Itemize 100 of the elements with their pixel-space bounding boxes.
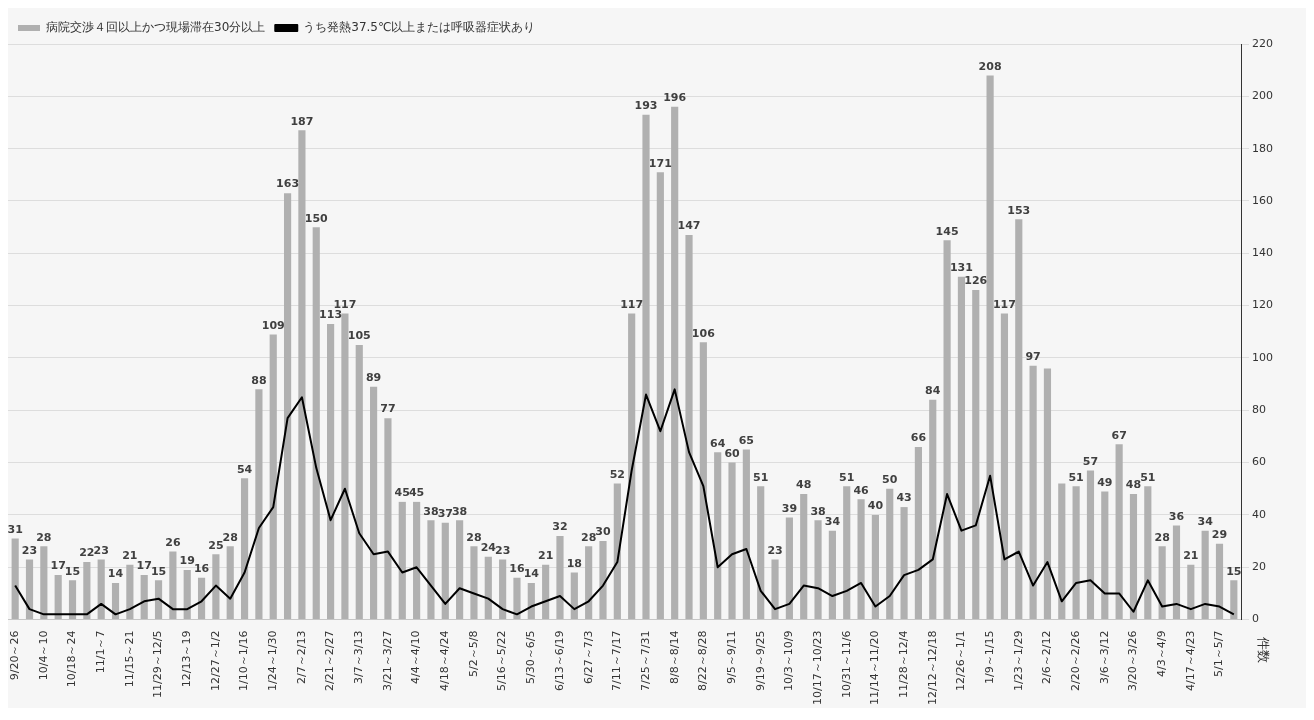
x-tick-label: 1/24～1/30 — [266, 630, 280, 692]
bar — [1029, 365, 1037, 620]
bar — [54, 575, 62, 620]
x-tick-label: 12/12～12/18 — [925, 630, 939, 706]
bar — [40, 546, 48, 620]
bar — [570, 572, 578, 620]
bar — [298, 130, 306, 620]
data-label: 19 — [179, 554, 195, 568]
data-label: 150 — [304, 211, 329, 225]
bar — [226, 546, 234, 620]
bar — [1058, 483, 1066, 620]
bar — [871, 514, 879, 620]
data-label: 28 — [466, 530, 482, 544]
y-tick-label: 140 — [1252, 246, 1273, 260]
bar — [283, 193, 292, 620]
x-tick-label: 8/8～8/14 — [667, 630, 681, 685]
bar — [556, 535, 564, 620]
y-tick-label: 40 — [1252, 507, 1266, 521]
data-label: 89 — [365, 371, 382, 385]
x-tick-label: 11/28～12/4 — [896, 630, 910, 699]
bar — [355, 344, 363, 620]
x-tick-label: 7/11～7/17 — [610, 630, 624, 692]
bar — [771, 559, 779, 620]
x-tick-label: 9/19～9/25 — [753, 630, 767, 692]
data-label: 23 — [21, 543, 38, 557]
bar — [886, 488, 894, 620]
data-label: 131 — [949, 261, 973, 275]
data-label: 28 — [581, 530, 597, 544]
x-tick-label: 2/21～2/27 — [323, 630, 337, 692]
data-label: 208 — [978, 59, 1002, 73]
data-label: 109 — [261, 318, 285, 332]
x-tick-label: 3/21～3/27 — [380, 630, 394, 692]
bar — [1172, 525, 1181, 620]
x-tick-label: 2/6～2/12 — [1040, 630, 1054, 685]
legend-label: うち発熱37.5℃以上または呼吸器症状あり — [303, 20, 536, 35]
bar — [699, 342, 707, 620]
bar — [97, 559, 105, 620]
data-label: 15 — [64, 564, 81, 578]
data-label: 163 — [276, 177, 300, 191]
bar — [111, 582, 120, 620]
data-label: 48 — [1125, 478, 1142, 492]
data-label: 15 — [1226, 564, 1242, 578]
data-label: 88 — [251, 373, 267, 387]
data-label: 113 — [319, 308, 343, 322]
x-tick-label: 12/27～1/2 — [208, 630, 222, 692]
bar — [1215, 543, 1224, 620]
data-label: 30 — [595, 525, 611, 539]
x-tick-label: 4/4～4/10 — [409, 630, 423, 685]
x-tick-label: 9/20～26 — [8, 630, 22, 681]
data-label: 40 — [867, 499, 884, 513]
bar — [126, 564, 134, 620]
x-tick-label: 10/17～10/23 — [810, 630, 824, 706]
x-tick-label: 2/20～2/26 — [1068, 630, 1082, 692]
bar — [1158, 546, 1166, 620]
x-tick-label: 6/27～7/3 — [581, 630, 595, 685]
x-tick-label: 3/6～3/12 — [1097, 630, 1111, 685]
bar — [828, 530, 836, 620]
x-tick-label: 10/31～11/6 — [839, 630, 853, 699]
data-label: 54 — [236, 462, 253, 476]
bar — [599, 541, 607, 620]
data-label: 28 — [36, 530, 52, 544]
data-label: 24 — [480, 541, 497, 555]
data-label: 22 — [79, 546, 95, 560]
x-tick-label: 5/30～6/5 — [524, 630, 538, 685]
y-tick-label: 200 — [1252, 89, 1273, 103]
y-tick-label: 60 — [1252, 455, 1266, 469]
data-label: 16 — [193, 562, 210, 576]
data-label: 187 — [290, 114, 314, 128]
data-label: 31 — [7, 522, 23, 536]
data-label: 97 — [1025, 350, 1041, 364]
bar — [240, 478, 249, 620]
bar — [957, 276, 966, 620]
y-tick-label: 120 — [1252, 298, 1273, 312]
data-label: 16 — [509, 562, 525, 576]
bar — [642, 114, 650, 620]
data-label: 17 — [50, 559, 66, 573]
data-label: 37 — [437, 507, 453, 521]
bar — [197, 577, 206, 620]
bar — [671, 106, 679, 620]
bar — [499, 559, 507, 620]
bar — [785, 517, 793, 620]
x-tick-label: 11/29～12/5 — [151, 630, 165, 699]
bar — [1115, 444, 1123, 620]
bar — [255, 389, 263, 620]
data-label: 126 — [964, 274, 988, 288]
bar — [1129, 494, 1138, 620]
x-tick-label: 1/9～1/15 — [982, 630, 996, 685]
x-tick-label: 9/5～9/11 — [724, 630, 738, 685]
data-label: 23 — [93, 543, 109, 557]
bar — [857, 499, 865, 620]
data-label: 84 — [925, 384, 941, 398]
data-label: 38 — [451, 504, 468, 518]
data-label: 36 — [1168, 509, 1185, 523]
data-label: 38 — [810, 504, 826, 518]
bar — [1043, 368, 1052, 620]
data-label: 60 — [724, 446, 741, 460]
data-label: 145 — [935, 224, 959, 238]
x-tick-label: 1/23～1/29 — [1011, 630, 1025, 692]
bar — [1072, 486, 1080, 620]
y-tick-label: 80 — [1252, 403, 1266, 417]
